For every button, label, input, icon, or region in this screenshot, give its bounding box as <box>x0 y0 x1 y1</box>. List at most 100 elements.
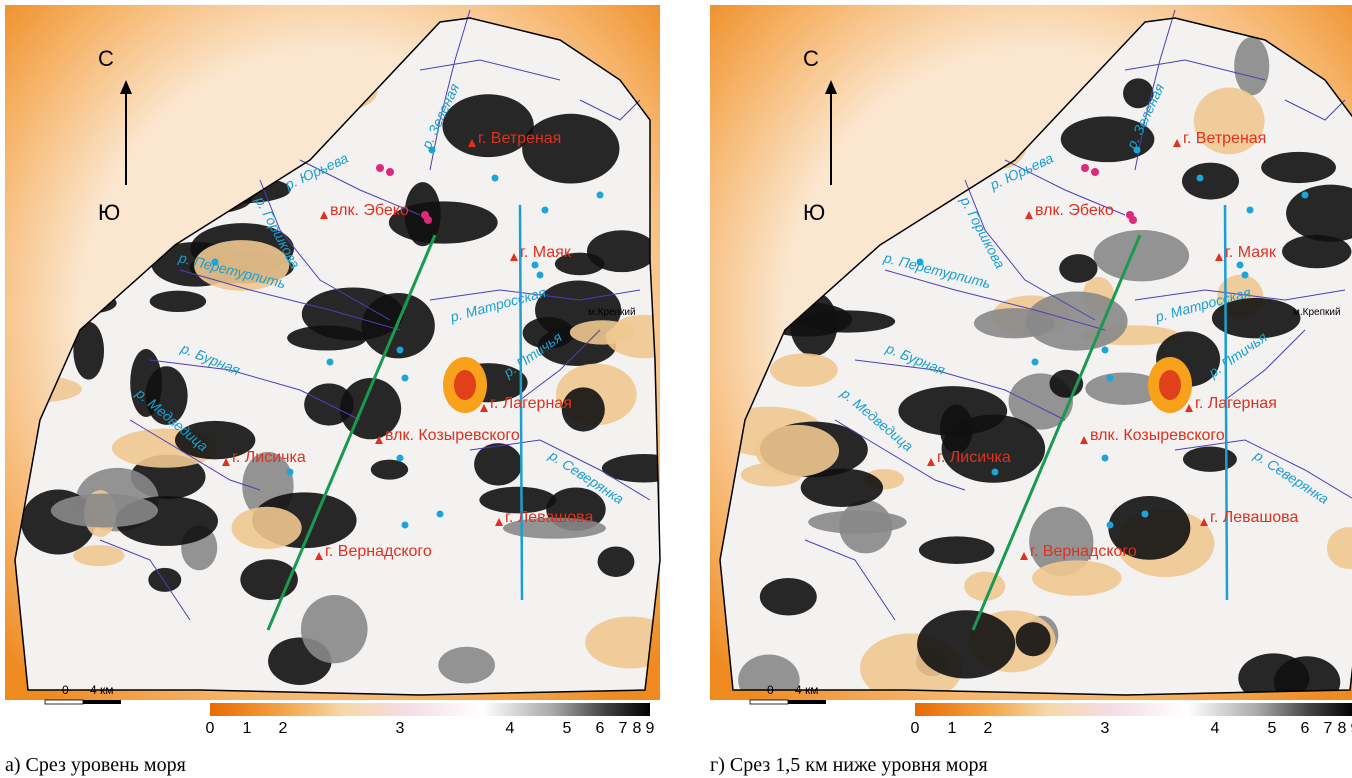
compass-south: Ю <box>803 200 825 225</box>
compass-north: С <box>803 46 819 71</box>
anomaly-blob <box>51 494 158 528</box>
caption: г) Срез 1,5 км ниже уровня моря <box>710 754 988 776</box>
anomaly-blob <box>898 386 1007 436</box>
colorbar-tick-label: 3 <box>1101 720 1110 737</box>
place-label: г. Лисичка <box>937 449 1011 466</box>
colorbar-tick-label: 2 <box>984 720 993 737</box>
colorbar-tick-label: 8 <box>633 720 642 737</box>
place-label: г. Ветреная <box>1183 130 1266 147</box>
anomaly-blob <box>585 616 675 668</box>
place-label: г. Ветреная <box>478 130 561 147</box>
colorbar-tick-label: 3 <box>396 720 405 737</box>
spring-dot <box>397 347 404 354</box>
spring-dot <box>437 511 444 518</box>
figure: р. Зеленаяг. Ветренаяр. Юрьевар. Горшков… <box>0 0 1352 778</box>
anomaly-blob <box>287 326 367 351</box>
spring-dot <box>1107 375 1114 382</box>
fumarole-dot <box>1129 216 1137 224</box>
scale-zero: 0 <box>767 683 774 697</box>
anomaly-blob <box>1016 622 1051 656</box>
spring-dot <box>1197 175 1204 182</box>
colorbar-tick-label: 5 <box>563 720 572 737</box>
anomaly-blob <box>839 500 892 553</box>
place-label: г. Маяк <box>1225 244 1277 261</box>
colorbar-tick-label: 2 <box>279 720 288 737</box>
place-label: м.Крепкий <box>1293 307 1341 318</box>
fumarole-dot <box>424 216 432 224</box>
anomaly-blob <box>919 536 995 564</box>
colorbar-tick-label: 6 <box>1301 720 1310 737</box>
anomaly-blob <box>522 114 619 184</box>
colorbar <box>210 703 650 716</box>
spring-dot <box>1302 192 1309 199</box>
scale-length: 4 км <box>90 683 114 697</box>
colorbar-tick-label: 0 <box>911 720 920 737</box>
anomaly-blob <box>1234 37 1269 95</box>
spring-dot <box>532 262 539 269</box>
place-label: г. Маяк <box>520 244 572 261</box>
compass-north: С <box>98 46 114 71</box>
place-label: влк. Козыревского <box>385 427 520 444</box>
spring-dot <box>537 272 544 279</box>
anomaly-blob <box>232 507 302 549</box>
caption: а) Срез уровень моря <box>5 754 186 776</box>
scale-length: 4 км <box>795 683 819 697</box>
place-label: влк. Козыревского <box>1090 427 1225 444</box>
anomaly-blob <box>301 595 368 663</box>
colorbar-tick-label: 9 <box>646 720 655 737</box>
place-label: влк. Эбеко <box>1035 202 1114 219</box>
spring-dot <box>1102 455 1109 462</box>
colorbar-tick-label: 5 <box>1268 720 1277 737</box>
fumarole-dot <box>376 164 384 172</box>
anomaly-blob <box>371 460 408 480</box>
heat-anomaly <box>454 370 476 400</box>
place-label: г. Лисичка <box>232 449 306 466</box>
scale-bar <box>83 700 121 704</box>
place-label: влк. Эбеко <box>330 202 409 219</box>
anomaly-blob <box>474 443 522 486</box>
anomaly-blob <box>1282 235 1351 268</box>
colorbar-tick-label: 4 <box>1211 720 1220 737</box>
compass-south: Ю <box>98 200 120 225</box>
fumarole-dot <box>386 168 394 176</box>
colorbar-tick-label: 4 <box>506 720 515 737</box>
spring-dot <box>492 175 499 182</box>
anomaly-blob <box>73 545 124 566</box>
colorbar-tick-label: 1 <box>948 720 957 737</box>
spring-dot <box>402 375 409 382</box>
anomaly-blob <box>150 291 206 312</box>
spring-dot <box>1237 262 1244 269</box>
anomaly-blob <box>148 568 181 592</box>
spring-dot <box>542 207 549 214</box>
place-label: г. Лагерная <box>490 395 572 412</box>
spring-dot <box>992 469 999 476</box>
colorbar-tick-label: 7 <box>1324 720 1333 737</box>
anomaly-blob <box>770 353 838 387</box>
anomaly-blob <box>1261 152 1336 183</box>
anomaly-blob <box>1182 163 1239 200</box>
colorbar-tick-label: 0 <box>206 720 215 737</box>
anomaly-blob <box>1032 560 1121 595</box>
spring-dot <box>1247 207 1254 214</box>
place-label: г. Вернадского <box>1030 543 1137 560</box>
anomaly-blob <box>760 578 817 616</box>
colorbar-tick-label: 6 <box>596 720 605 737</box>
anomaly-blob <box>1183 446 1237 471</box>
place-label: г. Левашова <box>505 509 593 526</box>
place-label: г. Левашова <box>1210 509 1298 526</box>
anomaly-blob <box>755 425 839 477</box>
colorbar <box>915 703 1352 716</box>
heat-anomaly <box>1159 370 1181 400</box>
spring-dot <box>1107 522 1114 529</box>
scale-bar <box>788 700 826 704</box>
anomaly-blob <box>442 94 533 157</box>
place-label: м.Крепкий <box>588 307 636 318</box>
colorbar-tick-label: 8 <box>1338 720 1347 737</box>
spring-dot <box>397 455 404 462</box>
spring-dot <box>1142 511 1149 518</box>
fumarole-dot <box>1081 164 1089 172</box>
scale-bar <box>45 700 83 704</box>
anomaly-blob <box>1094 230 1189 281</box>
colorbar-tick-label: 1 <box>243 720 252 737</box>
